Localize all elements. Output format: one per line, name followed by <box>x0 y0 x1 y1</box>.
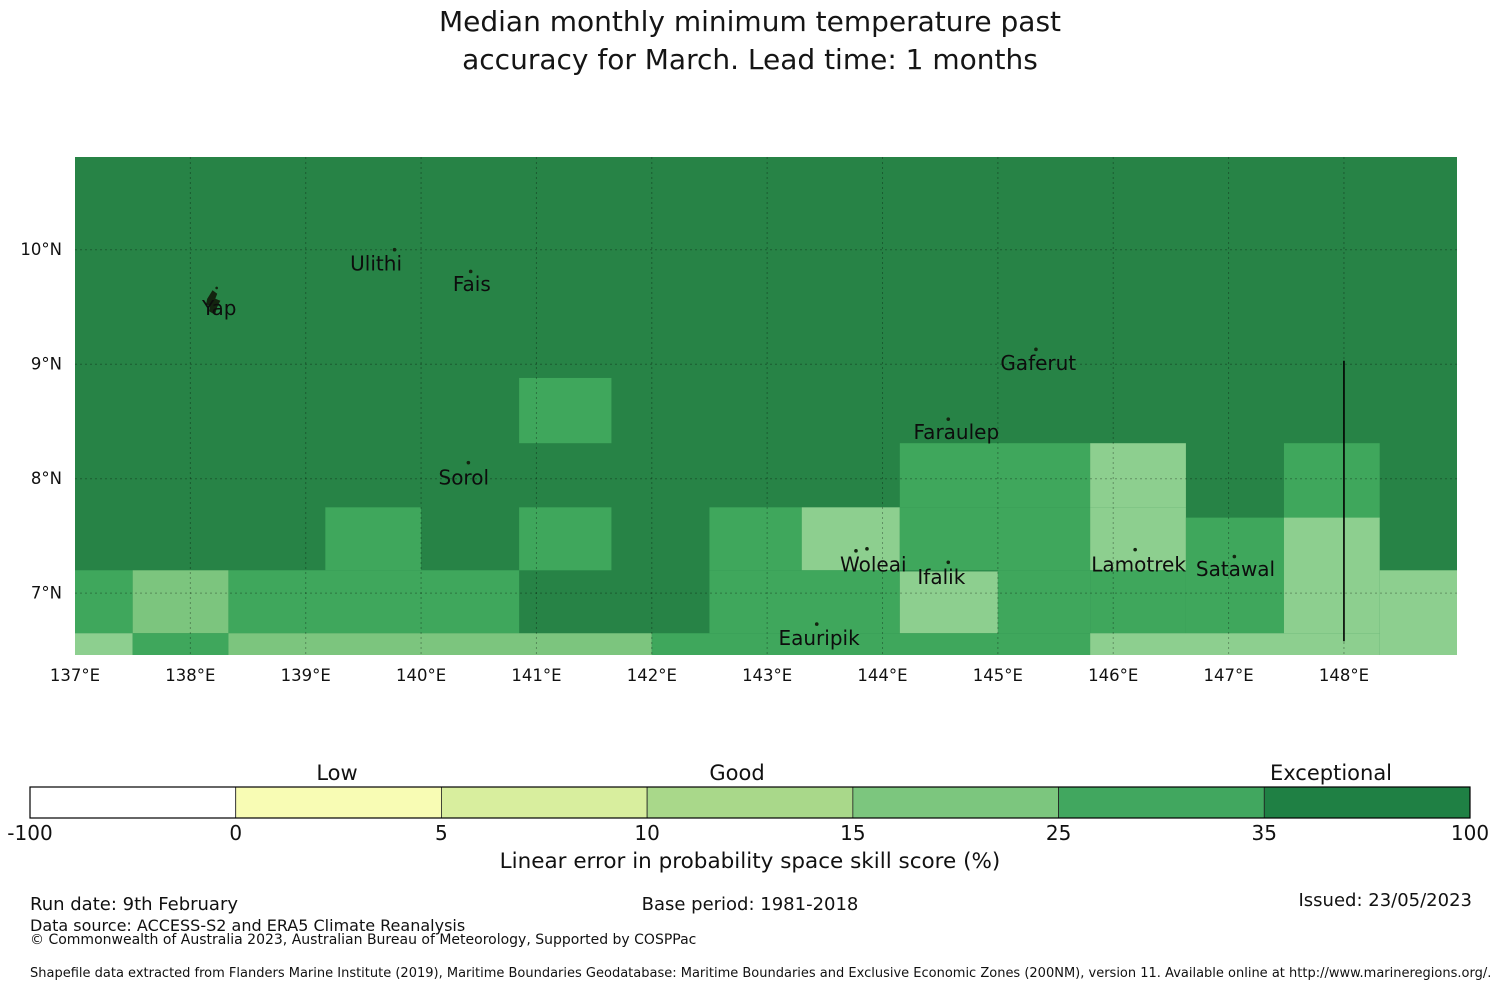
island-dot <box>392 247 397 252</box>
island-label-gaferut: Gaferut <box>1000 351 1076 375</box>
x-tick-label: 147°E <box>1204 666 1254 685</box>
colorbar-tick-label: 0 <box>229 821 242 845</box>
colorbar-segment <box>441 786 648 819</box>
island-label-eauripik: Eauripik <box>778 626 860 650</box>
chart-title-line2: accuracy for March. Lead time: 1 months <box>462 43 1038 76</box>
colorbar-tick-label: 25 <box>1046 821 1071 845</box>
map-cell-25-35 <box>899 443 1091 508</box>
island-shape-yap <box>206 290 221 315</box>
y-tick-label: 9°N <box>31 355 62 374</box>
x-tick-label: 145°E <box>973 666 1023 685</box>
island-label-woleai: Woleai <box>840 553 907 577</box>
island-dot <box>946 560 951 565</box>
island-dot <box>468 269 473 274</box>
island-dot <box>854 549 858 553</box>
map-cell-25-35 <box>709 570 900 634</box>
colorbar-segment <box>852 786 1059 819</box>
colorbar-tick-label: 10 <box>634 821 659 845</box>
x-tick-label: 138°E <box>165 666 215 685</box>
map-cell-25-35 <box>651 633 1091 655</box>
island-dot <box>466 460 471 465</box>
x-tick-label: 137°E <box>50 666 100 685</box>
x-tick-label: 140°E <box>396 666 446 685</box>
chart-title-line1: Median monthly minimum temperature past <box>438 5 1062 38</box>
map-cell-25-35 <box>709 507 802 571</box>
island-dot <box>814 622 819 626</box>
map-cell-25-35 <box>519 507 612 571</box>
island-dot <box>946 417 951 421</box>
island-dot <box>1133 547 1137 552</box>
map-cell-10-15 <box>899 571 998 634</box>
colorbar-segment <box>235 786 442 819</box>
y-tick-label: 8°N <box>31 469 62 488</box>
map-cell-25-35 <box>1185 517 1284 634</box>
map-cell-10-15 <box>1090 507 1186 571</box>
y-tick-label: 10°N <box>20 240 62 259</box>
colorbar-axis-label: Linear error in probability space skill … <box>500 849 1001 874</box>
map-cell-25-35 <box>75 570 133 634</box>
colorbar-tick-label: 100 <box>1451 821 1489 845</box>
x-tick-label: 144°E <box>857 666 907 685</box>
x-tick-label: 142°E <box>627 666 677 685</box>
chart-title: Median monthly minimum temperature past … <box>0 3 1500 79</box>
colorbar-segment <box>1058 786 1265 819</box>
colorbar-tick-label: 35 <box>1252 821 1277 845</box>
colorbar-tick-label: -100 <box>7 821 52 845</box>
colorbar-frame <box>29 786 1471 819</box>
island-dot <box>1232 554 1237 559</box>
copyright-text: © Commonwealth of Australia 2023, Austra… <box>30 932 697 948</box>
island-label-fais: Fais <box>453 272 491 296</box>
map-cell-25-35 <box>899 507 1091 571</box>
map-cell-10-15 <box>1379 570 1457 655</box>
base-period-text: Base period: 1981-2018 <box>641 894 859 915</box>
island-label-ifalik: Ifalik <box>917 565 965 589</box>
map-cell-10-15 <box>75 633 133 655</box>
island-label-faraulep: Faraulep <box>914 420 1000 444</box>
colorbar-tick-label: 5 <box>435 821 448 845</box>
colorbar-category-label: Good <box>709 761 764 785</box>
map-cell-25-35 <box>132 633 229 655</box>
colorbar-category-label: Exceptional <box>1270 761 1392 785</box>
colorbar-category-label: Low <box>316 761 357 785</box>
colorbar-tick-label: 15 <box>840 821 865 845</box>
map-cell-25-35 <box>1090 570 1186 634</box>
x-tick-label: 146°E <box>1088 666 1138 685</box>
map-cell-25-35 <box>1283 443 1380 519</box>
data-source-text: Data source: ACCESS-S2 and ERA5 Climate … <box>30 916 466 935</box>
map-cell-25-35 <box>325 507 422 571</box>
island-dot <box>865 547 869 551</box>
run-date-text: Run date: 9th February <box>30 894 239 915</box>
island-label-ulithi: Ulithi <box>350 251 402 275</box>
map-cell-25-35 <box>997 570 1091 634</box>
island-label-yap: Yap <box>201 296 236 320</box>
island-label-sorol: Sorol <box>439 466 490 490</box>
map-cell-10-15 <box>1090 443 1186 508</box>
map-cell-15-25 <box>228 633 652 655</box>
shapefile-attribution-text: Shapefile data extracted from Flanders M… <box>30 966 1492 981</box>
map-cell-10-15 <box>801 507 900 571</box>
island-label-satawal: Satawal <box>1196 557 1275 581</box>
x-tick-label: 143°E <box>742 666 792 685</box>
colorbar-segment <box>29 786 237 819</box>
island-dot <box>1034 347 1038 352</box>
colorbar-segment <box>646 786 854 819</box>
x-tick-label: 141°E <box>511 666 561 685</box>
island-label-lamotrek: Lamotrek <box>1091 553 1186 577</box>
x-tick-label: 148°E <box>1319 666 1369 685</box>
issued-date-text: Issued: 23/05/2023 <box>1298 890 1472 911</box>
map-cell-10-15 <box>1090 633 1380 655</box>
map-cell-25-35 <box>519 377 612 444</box>
map-cell-25-35 <box>228 570 520 634</box>
x-tick-label: 139°E <box>281 666 331 685</box>
island-dot <box>215 286 218 290</box>
map-cell-10-15 <box>1283 517 1380 634</box>
colorbar-segment <box>1263 786 1471 819</box>
y-tick-label: 7°N <box>31 584 62 603</box>
map-cell-15-25 <box>132 570 229 634</box>
